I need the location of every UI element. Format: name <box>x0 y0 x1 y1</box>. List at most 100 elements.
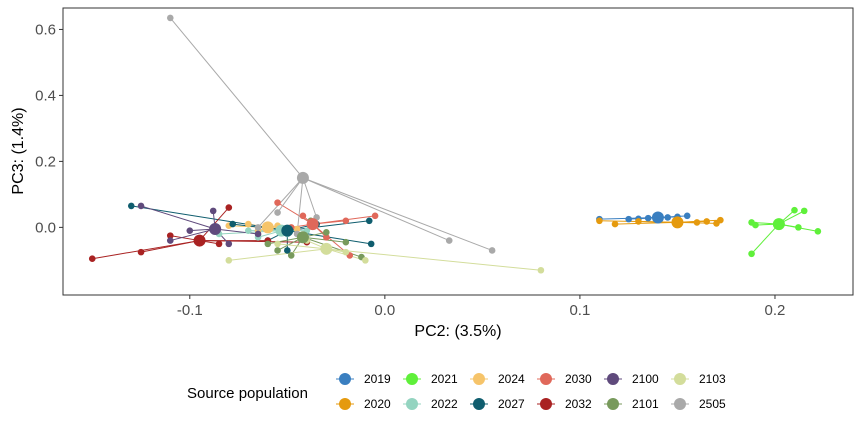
x-tick-label: 0.2 <box>765 302 786 319</box>
segment-2505 <box>296 177 304 235</box>
legend-key-dot <box>674 373 686 385</box>
legend-label: 2021 <box>431 372 458 386</box>
segment-2103 <box>326 248 541 271</box>
centroid-2021 <box>772 218 785 231</box>
legend-item-2021: 2021 <box>403 372 458 386</box>
point-2021 <box>748 250 755 258</box>
point-2021 <box>800 207 808 215</box>
point-2101 <box>274 247 281 254</box>
centroid-2030 <box>306 218 319 231</box>
point-2505 <box>445 237 453 244</box>
legend-label: 2103 <box>699 372 726 386</box>
point-2030 <box>274 199 281 206</box>
legend-label: 2020 <box>364 397 391 411</box>
point-2019 <box>625 215 632 223</box>
x-tick-label: 0.0 <box>374 302 395 319</box>
legend: 2019 2020 2021 2022 2024 2027 2030 2032 2100 2101… <box>336 372 726 411</box>
segment-2100 <box>140 205 216 230</box>
x-tick-label: -0.1 <box>177 302 203 319</box>
point-2027 <box>367 240 375 248</box>
segment-2021 <box>751 223 780 255</box>
point-2101 <box>323 229 330 236</box>
y-tick-label: 0.0 <box>35 219 56 236</box>
point-2030 <box>371 212 379 220</box>
legend-key-dot <box>406 398 418 410</box>
legend-key-dot <box>339 398 351 410</box>
plot-border <box>62 7 854 296</box>
legend-item-2505: 2505 <box>671 397 726 411</box>
point-2019 <box>644 214 652 222</box>
point-2019 <box>664 214 671 221</box>
legend-label: 2505 <box>699 397 726 411</box>
point-2032 <box>166 232 174 239</box>
point-2100 <box>254 230 262 238</box>
centroid-2020 <box>671 216 684 229</box>
point-2032 <box>225 204 233 211</box>
legend-label: 2022 <box>431 397 458 411</box>
point-2021 <box>791 206 798 214</box>
segment-2505 <box>302 177 318 218</box>
point-2022 <box>245 227 252 234</box>
point-2103 <box>274 240 281 248</box>
segment-2505 <box>277 177 304 213</box>
centroid-2103 <box>320 242 333 255</box>
x-tick-label: 0.1 <box>569 302 590 319</box>
y-tick-label: 0.4 <box>35 87 56 104</box>
centroid-2100 <box>209 223 222 236</box>
point-2019 <box>683 212 691 220</box>
legend-key-dot <box>540 373 552 385</box>
point-2505 <box>488 247 496 254</box>
y-axis: 0.0 0.2 0.4 0.6 <box>35 21 63 236</box>
plot-area <box>88 14 822 274</box>
segment-2030 <box>277 202 313 225</box>
segment-2032 <box>199 240 307 243</box>
point-2020 <box>596 217 603 225</box>
legend-key-dot <box>406 373 418 385</box>
legend-label: 2027 <box>498 397 525 411</box>
point-2103 <box>537 266 545 274</box>
legend-item-2027: 2027 <box>470 397 525 411</box>
point-2027 <box>365 217 373 225</box>
point-2032 <box>215 240 223 248</box>
point-2032 <box>137 248 145 256</box>
centroid-2032 <box>193 234 206 247</box>
point-2100 <box>137 202 145 210</box>
legend-item-2101: 2101 <box>604 397 659 411</box>
point-2020 <box>717 216 724 224</box>
segment-2505 <box>302 177 450 242</box>
legend-item-2022: 2022 <box>403 397 458 411</box>
point-2021 <box>752 221 759 229</box>
centroid-2505 <box>296 171 309 184</box>
point-2505 <box>274 209 281 216</box>
segment-2020 <box>615 221 678 225</box>
legend-title: Source population <box>187 385 308 402</box>
point-2027 <box>284 247 291 254</box>
legend-label: 2032 <box>565 397 592 411</box>
point-2020 <box>635 218 642 225</box>
plot-background <box>63 8 853 295</box>
point-2103 <box>362 257 369 264</box>
point-2103 <box>225 257 233 264</box>
legend-key-dot <box>339 373 351 385</box>
legend-item-2019: 2019 <box>336 372 391 386</box>
y-tick-label: 0.2 <box>35 153 56 170</box>
legend-item-2030: 2030 <box>537 372 592 386</box>
legend-key-dot <box>473 373 485 385</box>
legend-label: 2030 <box>565 372 592 386</box>
point-2101 <box>287 252 295 259</box>
legend-item-2024: 2024 <box>470 372 525 386</box>
y-axis-title: PC3: (1.4%) <box>10 107 27 194</box>
segment-2032 <box>140 240 200 253</box>
centroid-2027 <box>281 224 294 237</box>
centroid-2101 <box>296 231 309 244</box>
point-2100 <box>225 240 233 248</box>
segment-2103 <box>277 243 327 250</box>
point-2101 <box>264 240 272 248</box>
point-2024 <box>245 220 252 228</box>
point-2024 <box>293 225 301 233</box>
point-2021 <box>795 224 802 231</box>
point-2030 <box>299 212 307 220</box>
legend-label: 2100 <box>632 372 659 386</box>
segment-2027 <box>131 205 288 232</box>
